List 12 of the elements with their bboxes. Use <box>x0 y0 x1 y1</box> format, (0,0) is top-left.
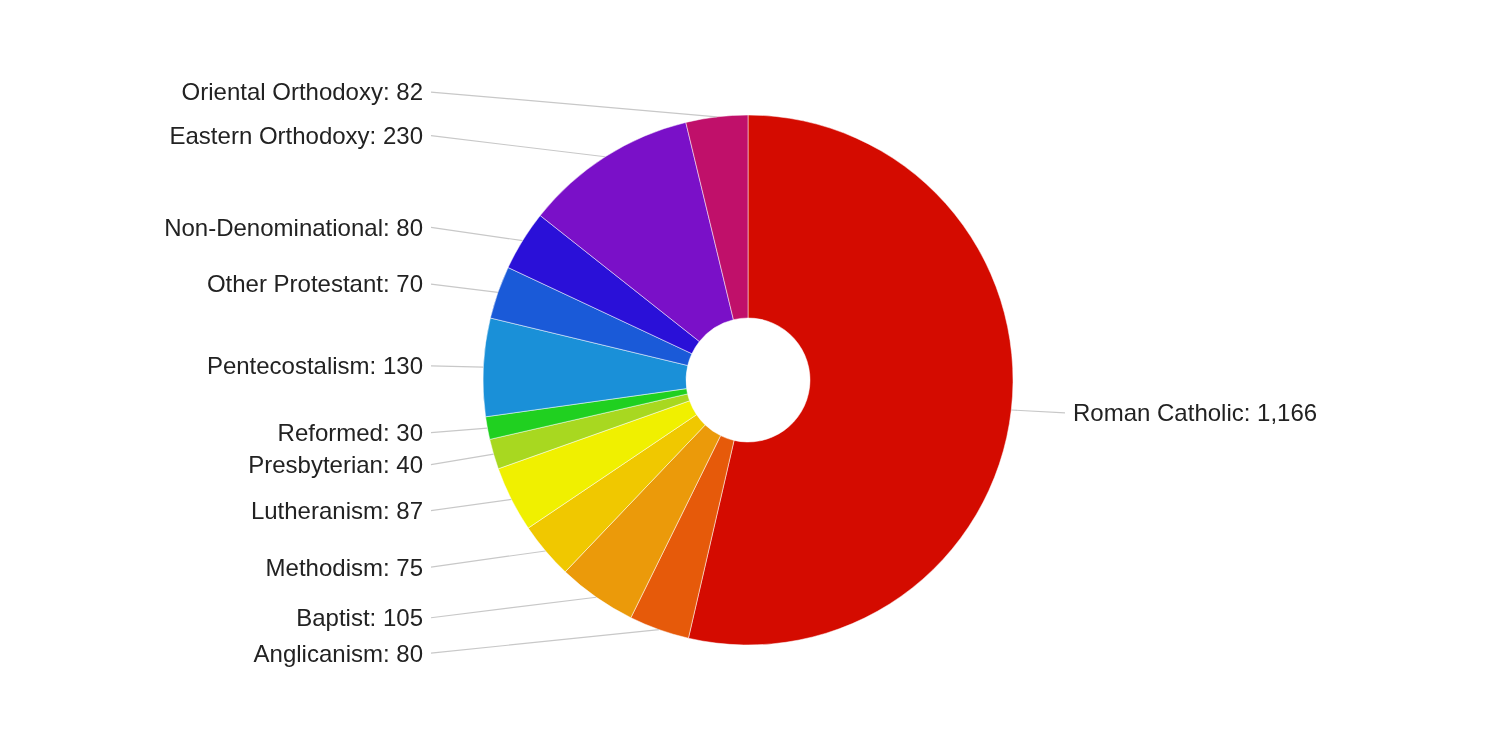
slice-label: Roman Catholic: 1,166 <box>1073 399 1318 427</box>
slice-label: Pentecostalism: 130 <box>206 352 423 380</box>
slice-label: Oriental Orthodoxy: 82 <box>181 78 423 106</box>
slice-label: Non-Denominational: 80 <box>164 213 423 241</box>
slice-label: Methodism: 75 <box>265 553 423 581</box>
slice-label: Reformed: 30 <box>277 419 423 447</box>
slice-label: Presbyterian: 40 <box>248 451 423 479</box>
slice-label: Anglicanism: 80 <box>253 639 423 667</box>
slice-label: Eastern Orthodoxy: 230 <box>169 122 423 150</box>
slice-label: Other Protestant: 70 <box>206 270 423 298</box>
slice-label: Lutheranism: 87 <box>250 497 423 525</box>
slice-label: Baptist: 105 <box>296 604 423 632</box>
